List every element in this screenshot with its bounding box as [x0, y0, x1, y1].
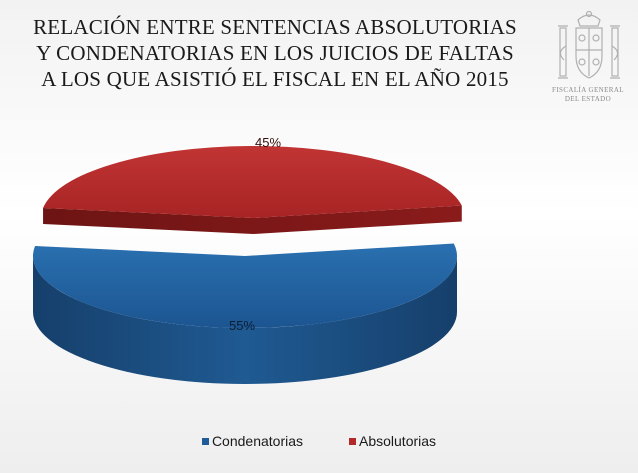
legend-item-condenatorias: Condenatorias — [201, 433, 303, 449]
slice-absolutorias-side — [43, 205, 462, 234]
chart-title-line-1: RELACIÓN ENTRE SENTENCIAS ABSOLUTORIAS — [33, 15, 517, 39]
coat-of-arms-icon — [558, 10, 620, 79]
chart-title-line-3: A LOS QUE ASISTIÓ EL FISCAL EN EL AÑO 20… — [41, 67, 509, 91]
legend-label-condenatorias: Condenatorias — [211, 433, 303, 449]
legend-item-absolutorias: Absolutorias — [349, 433, 436, 449]
slice-condenatorias — [32, 243, 457, 328]
slice-absolutorias — [43, 145, 462, 218]
emblem-caption-line-2: DEL ESTADO — [564, 95, 612, 103]
slice-condenatorias-side — [33, 256, 457, 384]
legend-label-absolutorias: Absolutorias — [359, 433, 437, 449]
emblem-caption-line-1: FISCALÍA GENERAL — [552, 86, 624, 94]
chart-title-line-2: Y CONDENATORIAS EN LOS JUICIOS DE FALTAS — [36, 41, 514, 65]
emblem-caption: FISCALÍA GENERAL DEL ESTADO — [540, 86, 636, 104]
chart-title: RELACIÓN ENTRE SENTENCIAS ABSOLUTORIAS Y… — [20, 14, 530, 92]
legend-swatch-condenatorias — [201, 437, 209, 445]
data-label-absolutorias: 45% — [255, 135, 281, 150]
chart-legend: Condenatorias Absolutorias — [0, 433, 638, 449]
data-label-condenatorias: 55% — [229, 318, 255, 333]
legend-swatch-absolutorias — [349, 437, 356, 445]
